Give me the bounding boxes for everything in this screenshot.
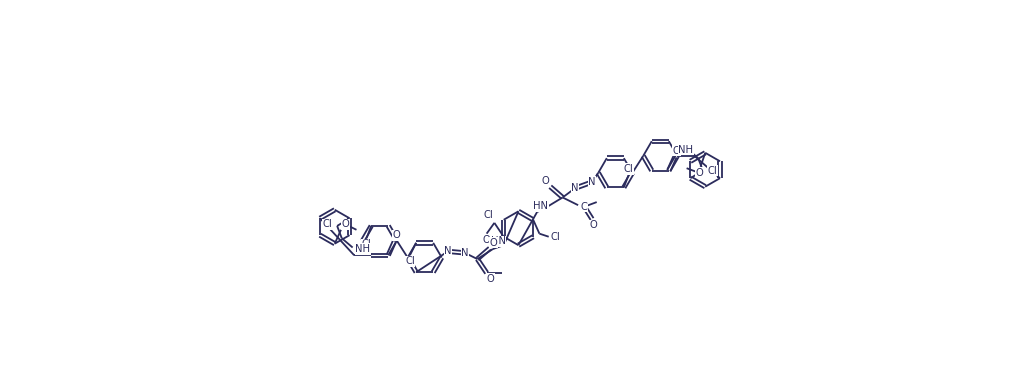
Text: Cl: Cl xyxy=(405,256,415,266)
Text: C: C xyxy=(581,202,588,212)
Text: O: O xyxy=(487,274,494,284)
Text: N: N xyxy=(589,177,596,187)
Text: O: O xyxy=(392,230,400,240)
Text: HN: HN xyxy=(491,236,506,246)
Text: O: O xyxy=(590,220,598,230)
Text: N: N xyxy=(461,248,469,258)
Text: O: O xyxy=(673,146,680,156)
Text: Cl: Cl xyxy=(551,232,560,242)
Text: N: N xyxy=(445,246,452,256)
Text: O: O xyxy=(696,168,703,178)
Text: O: O xyxy=(490,238,498,248)
Text: Cl: Cl xyxy=(707,165,717,176)
Text: O: O xyxy=(342,219,350,230)
Text: NH: NH xyxy=(355,244,370,254)
Text: O: O xyxy=(483,235,491,245)
Text: Cl: Cl xyxy=(323,219,332,230)
Text: Cl: Cl xyxy=(484,210,493,220)
Text: Cl: Cl xyxy=(361,239,371,249)
Text: N: N xyxy=(571,183,578,193)
Text: HN: HN xyxy=(533,201,548,211)
Text: O: O xyxy=(541,176,549,186)
Text: Cl: Cl xyxy=(624,164,634,174)
Text: NH: NH xyxy=(678,145,694,155)
